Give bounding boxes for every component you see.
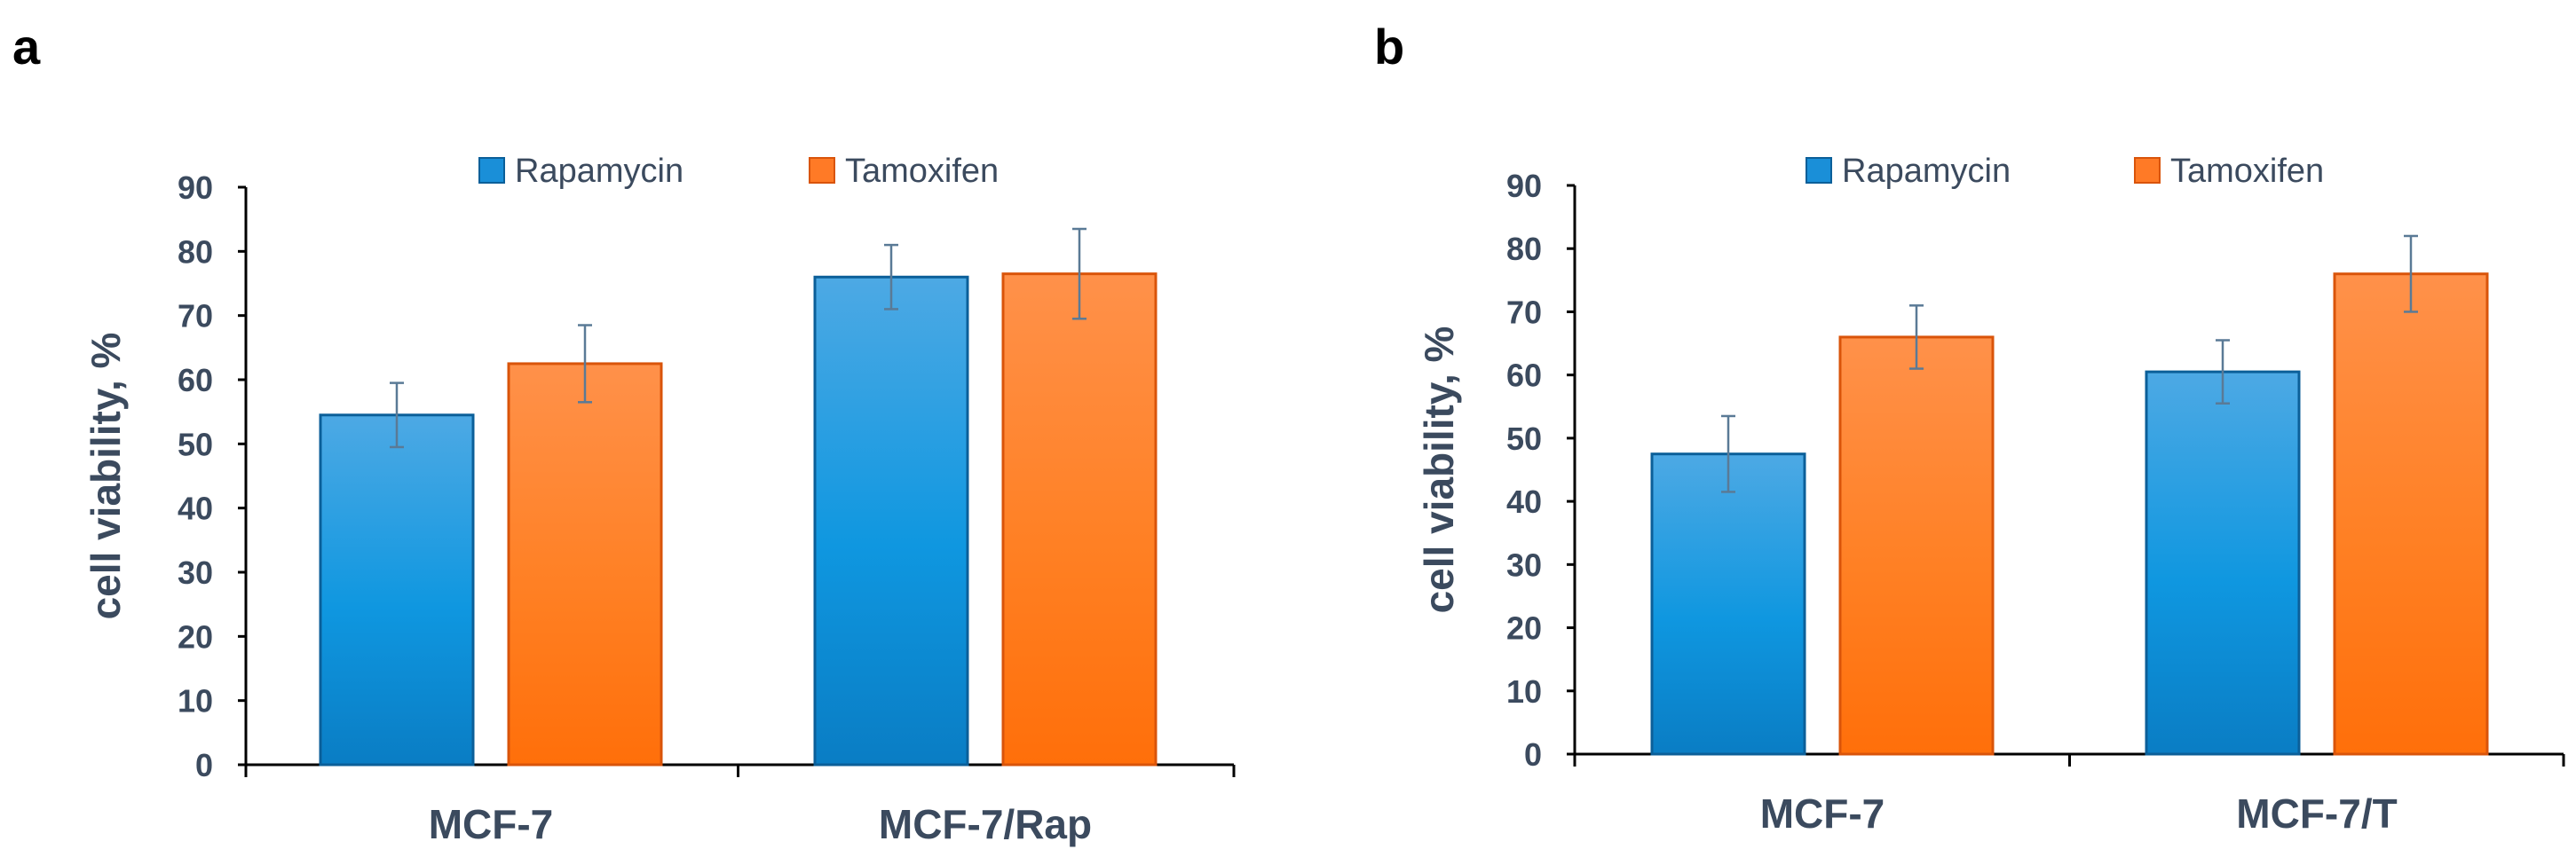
y-tick-label: 30 [178, 554, 213, 591]
y-tick-label: 90 [178, 169, 213, 206]
bar-tamoxifen-mcf-7 [507, 362, 663, 767]
y-tick-label: 70 [178, 298, 213, 334]
x-category-label: MCF-7/Rap [879, 801, 1092, 847]
y-tick-label: 30 [1506, 547, 1542, 583]
y-tick-label: 20 [1506, 610, 1542, 647]
y-tick-label: 50 [1506, 421, 1542, 457]
y-tick-label: 10 [178, 683, 213, 720]
y-tick-label: 60 [1506, 358, 1542, 394]
y-tick-label: 40 [1506, 484, 1542, 520]
bar-rapamycin-mcf-7 [319, 413, 475, 767]
chart-panel-b: 0 10 20 30 40 50 60 70 80 90 MCF-7 MCF-7/T cell viab… [1416, 153, 2565, 837]
legend-swatch-rapamycin [478, 157, 505, 184]
panel-b-label: b [1374, 19, 1405, 75]
legend-swatch-tamoxifen [2134, 157, 2161, 184]
bar-tamoxifen-mcf-7 [1838, 335, 1995, 756]
panel-a-label: a [12, 19, 41, 75]
chart-panel-a: 0 10 20 30 40 50 60 70 80 90 MCF-7 MCF-7/Rap cell vi… [83, 153, 1236, 847]
x-category-label: MCF-7/T [2236, 790, 2397, 837]
y-tick-label: 80 [1506, 231, 1542, 267]
legend-label-rapamycin: Rapamycin [1842, 153, 2011, 190]
y-tick-label: 20 [178, 618, 213, 655]
bar-rapamycin-mcf-7 [1650, 452, 1806, 756]
legend-label-tamoxifen: Tamoxifen [2170, 153, 2324, 190]
legend-swatch-rapamycin [1806, 157, 1832, 184]
y-tick-label: 0 [195, 747, 213, 783]
y-tick-label: 90 [1506, 168, 1542, 204]
y-tick-label: 50 [178, 426, 213, 462]
y-tick-label: 80 [178, 233, 213, 270]
y-axis-label: cell viability, % [83, 333, 129, 620]
y-tick-label: 60 [178, 362, 213, 398]
x-category-label: MCF-7 [429, 801, 554, 847]
legend-swatch-tamoxifen [809, 157, 835, 184]
legend-label-tamoxifen: Tamoxifen [845, 153, 999, 190]
y-axis-label: cell viability, % [1416, 326, 1462, 614]
x-category-label: MCF-7 [1760, 790, 1885, 837]
legend-label-rapamycin: Rapamycin [515, 153, 684, 190]
y-tick-label: 0 [1524, 736, 1542, 773]
bar-rapamycin-mcf-7-t [2145, 370, 2301, 756]
y-tick-label: 40 [178, 491, 213, 527]
bar-tamoxifen-mcf-7-rap [1001, 272, 1158, 767]
y-tick-label: 70 [1506, 294, 1542, 330]
bar-rapamycin-mcf-7-rap [813, 275, 969, 767]
y-tick-label: 10 [1506, 673, 1542, 710]
bar-tamoxifen-mcf-7-t [2333, 272, 2489, 756]
